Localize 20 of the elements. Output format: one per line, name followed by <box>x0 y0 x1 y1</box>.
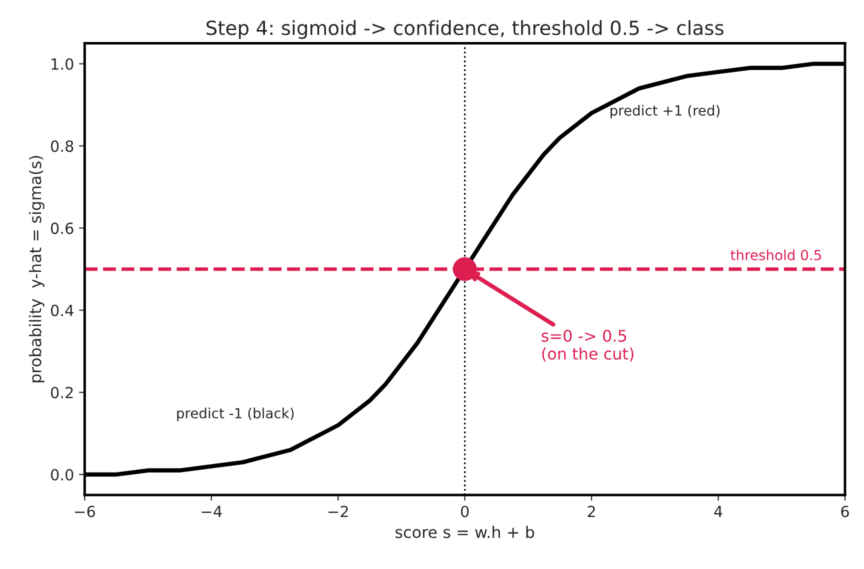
y-tick-label: 0.8 <box>50 140 74 152</box>
x-tick-label: 0 <box>460 506 469 518</box>
y-tick-label: 0.6 <box>50 222 74 234</box>
x-tick-label: 4 <box>714 506 722 518</box>
x-tick-label: −4 <box>202 506 222 518</box>
chart-title: Step 4: sigmoid -> confidence, threshold 0.5 -> class <box>206 20 724 39</box>
y-axis-title: probability y-hat = sigma(s) <box>28 156 44 382</box>
x-tick-label: 6 <box>841 506 849 518</box>
annotation: s=0 -> 0.5 (on the cut) <box>542 330 634 362</box>
x-axis-title: score s = w.h + b <box>396 526 534 538</box>
x-tick-label: −6 <box>75 506 95 518</box>
y-tick-label: 0.4 <box>50 304 74 316</box>
annotation: predict +1 (red) <box>610 104 720 118</box>
x-tick-label: 2 <box>588 506 595 518</box>
y-tick-label: 1.0 <box>52 58 74 70</box>
annotation: predict -1 (black) <box>177 408 294 422</box>
y-tick-label: 0.0 <box>50 468 74 481</box>
y-tick-label: 0.2 <box>50 386 73 398</box>
ref-line-label: threshold 0.5 <box>730 250 821 260</box>
x-tick-label: −2 <box>328 506 348 518</box>
